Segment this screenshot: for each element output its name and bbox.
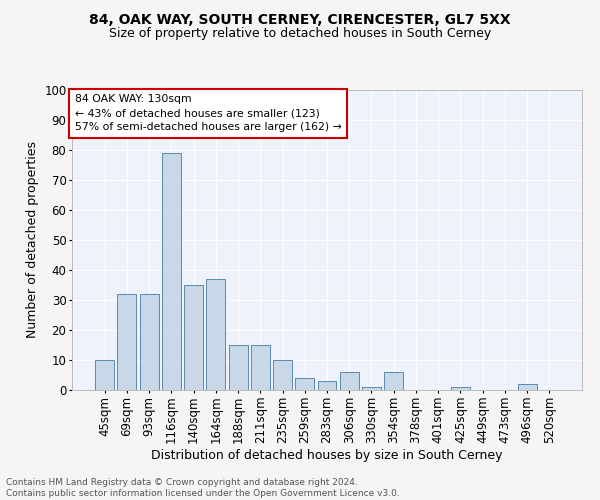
Bar [184,285,203,390]
Bar [162,153,181,390]
Text: 84, OAK WAY, SOUTH CERNEY, CIRENCESTER, GL7 5XX: 84, OAK WAY, SOUTH CERNEY, CIRENCESTER, … [89,12,511,26]
Bar [118,294,136,390]
Bar [295,378,314,390]
Bar [95,360,114,390]
Text: Contains HM Land Registry data © Crown copyright and database right 2024.
Contai: Contains HM Land Registry data © Crown c… [6,478,400,498]
Y-axis label: Number of detached properties: Number of detached properties [26,142,38,338]
Bar [451,387,470,390]
X-axis label: Distribution of detached houses by size in South Cerney: Distribution of detached houses by size … [151,448,503,462]
Bar [251,345,270,390]
Bar [317,381,337,390]
Bar [384,372,403,390]
Bar [206,279,225,390]
Text: 84 OAK WAY: 130sqm
← 43% of detached houses are smaller (123)
57% of semi-detach: 84 OAK WAY: 130sqm ← 43% of detached hou… [74,94,341,132]
Bar [140,294,158,390]
Bar [273,360,292,390]
Bar [362,387,381,390]
Text: Size of property relative to detached houses in South Cerney: Size of property relative to detached ho… [109,28,491,40]
Bar [340,372,359,390]
Bar [518,384,536,390]
Bar [229,345,248,390]
